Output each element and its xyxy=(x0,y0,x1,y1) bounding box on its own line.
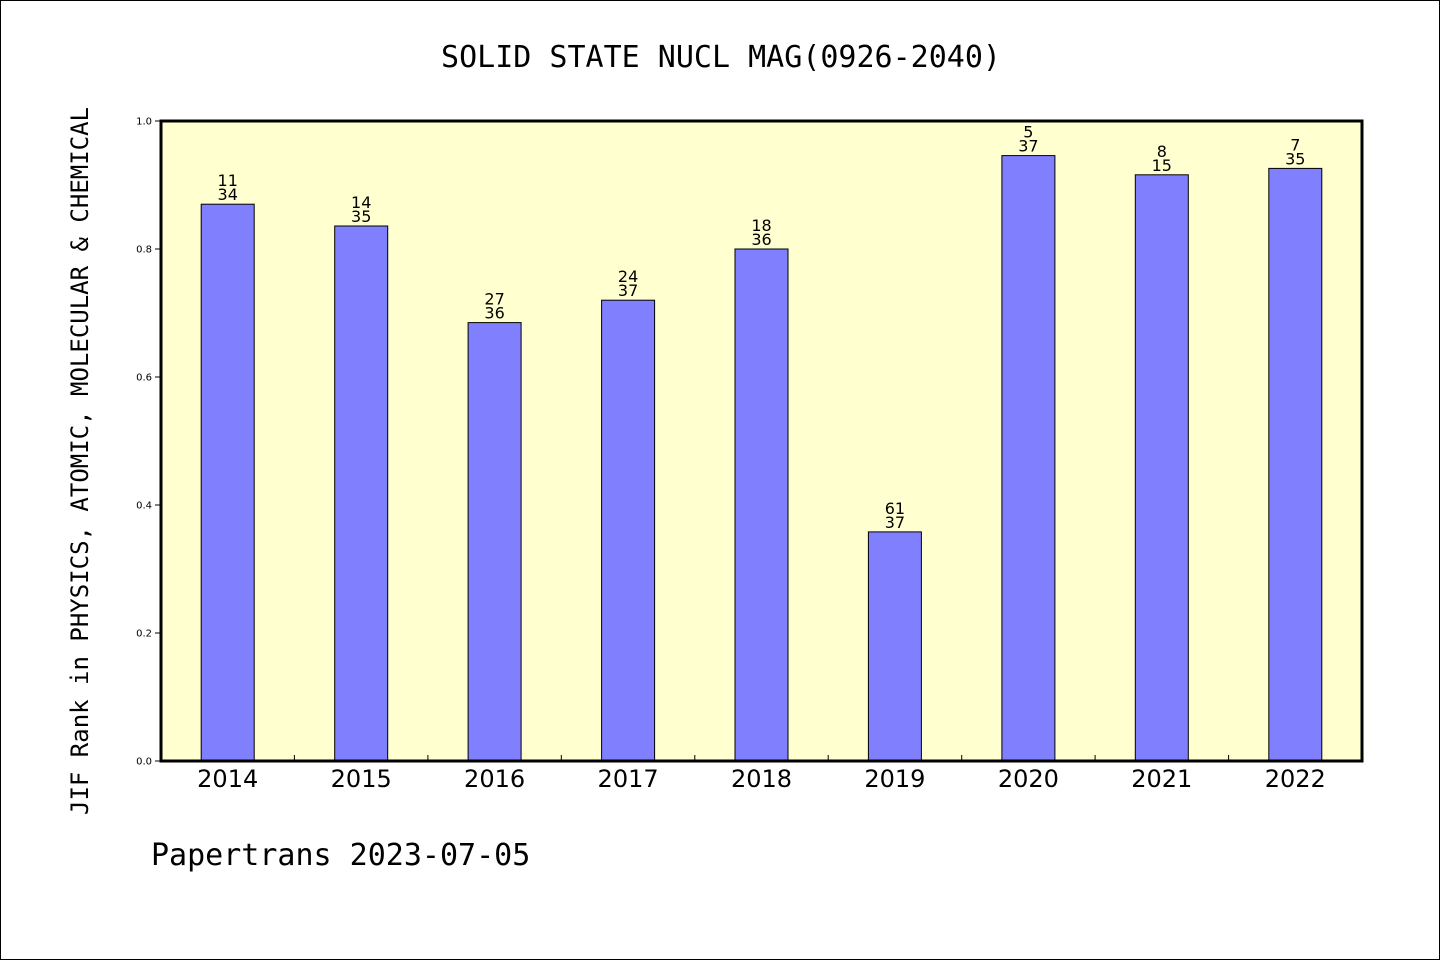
bar-rank-label: 24 xyxy=(618,267,638,286)
y-tick-label: 0.0 xyxy=(136,757,152,768)
y-tick-label: 1.0 xyxy=(136,117,152,128)
bar-rank-label: 8 xyxy=(1157,142,1167,161)
x-tick-label: 2016 xyxy=(464,765,525,793)
bar-total-label: 37 xyxy=(618,281,638,300)
chart-title: SOLID STATE NUCL MAG(0926-2040) xyxy=(441,40,1001,75)
bar-total-label: 34 xyxy=(218,185,238,204)
bars-group xyxy=(200,155,1323,762)
x-tick-label: 2018 xyxy=(731,765,792,793)
bar-2020 xyxy=(1001,155,1056,762)
bar-2016 xyxy=(467,322,522,762)
y-tick-label: 0.4 xyxy=(136,501,152,512)
bar-rank-label: 61 xyxy=(885,499,905,518)
bar-2019 xyxy=(867,531,922,762)
y-ticks-group: 0.0 0.2 0.4 0.6 0.8 1.0 xyxy=(136,117,161,768)
bar-rank-label: 5 xyxy=(1023,123,1033,142)
y-axis-label: JIF Rank in PHYSICS, ATOMIC, MOLECULAR &… xyxy=(66,107,94,815)
bar-total-label: 36 xyxy=(751,230,771,249)
x-tick-label: 2017 xyxy=(598,765,659,793)
bar-total-label: 37 xyxy=(1018,137,1038,156)
bar-rank-label: 27 xyxy=(484,290,504,309)
y-tick-label: 0.6 xyxy=(136,373,152,384)
bar-2021 xyxy=(1134,174,1189,762)
x-tick-label: 2021 xyxy=(1131,765,1192,793)
x-ticks-group: 2014 2015 2016 2017 2018 2019 2020 2021 2022 xyxy=(197,755,1326,793)
bar-2018 xyxy=(734,248,789,762)
bar-2015 xyxy=(334,225,389,762)
bar-total-label: 15 xyxy=(1152,156,1172,175)
y-tick-label: 0.8 xyxy=(136,245,152,256)
x-tick-label: 2022 xyxy=(1265,765,1326,793)
bar-total-label: 35 xyxy=(351,207,371,226)
y-tick-label: 0.2 xyxy=(136,629,152,640)
x-tick-label: 2015 xyxy=(331,765,392,793)
bar-2017 xyxy=(601,299,656,762)
bar-rank-label: 7 xyxy=(1290,135,1300,154)
bar-total-label: 35 xyxy=(1285,149,1305,168)
x-tick-label: 2020 xyxy=(998,765,1059,793)
bar-2014 xyxy=(200,203,255,762)
bar-rank-label: 18 xyxy=(751,216,771,235)
x-tick-label: 2014 xyxy=(197,765,258,793)
x-tick-label: 2019 xyxy=(864,765,925,793)
bar-rank-label: 14 xyxy=(351,193,371,212)
plot-border xyxy=(159,119,1364,763)
footer-text: Papertrans 2023-07-05 xyxy=(151,838,530,873)
bar-2022 xyxy=(1268,167,1323,762)
bar-total-label: 37 xyxy=(885,513,905,532)
bar-rank-label: 11 xyxy=(218,171,238,190)
bar-total-label: 36 xyxy=(484,304,504,323)
